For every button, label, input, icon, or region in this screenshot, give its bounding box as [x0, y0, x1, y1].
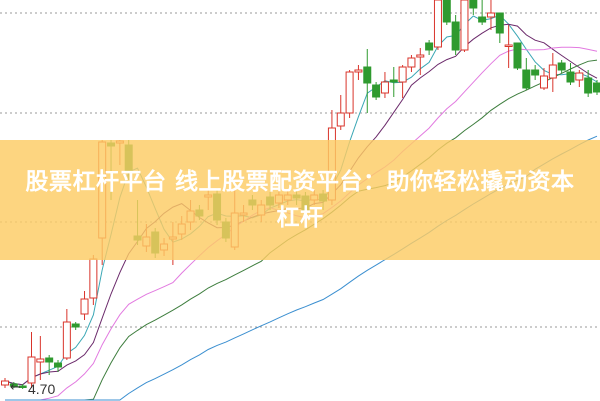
candle-body [71, 323, 80, 328]
candle-body [469, 0, 478, 9]
candle-body [54, 362, 63, 368]
candle-body [398, 66, 407, 83]
candle-body [548, 64, 557, 79]
candle-body [9, 383, 18, 387]
candle-body [442, 0, 451, 23]
candle-body [389, 79, 398, 83]
arrow-left-icon: ← [10, 380, 21, 395]
candle-body [372, 84, 381, 98]
candle-body [504, 44, 513, 47]
title-banner [0, 140, 600, 260]
last-price-label: 4.70 [28, 381, 56, 397]
candle-body [336, 112, 345, 127]
candle-body [380, 81, 389, 94]
candle-body [575, 72, 584, 81]
candle-body [495, 12, 504, 34]
candle-body [407, 57, 416, 68]
candle-body [354, 69, 363, 73]
candle-body [557, 62, 566, 71]
candle-body [89, 258, 98, 299]
candle-body [486, 12, 495, 18]
page-title: 股票杠杆平台 线上股票配资平台：助你轻松撬动资本杠杆 [25, 169, 575, 231]
candle-body [522, 69, 531, 89]
candle-body [27, 356, 36, 384]
candle-body [460, 0, 469, 51]
candle-body [433, 0, 442, 48]
candle-body [345, 71, 354, 114]
candle-body [539, 75, 548, 89]
candle-body [584, 77, 593, 94]
candle-body [363, 66, 372, 84]
candle-body [36, 358, 45, 363]
candle-body [18, 385, 27, 388]
candle-body [416, 54, 425, 58]
candle-body [478, 16, 487, 23]
candle-body [425, 42, 434, 51]
candle-body [531, 69, 540, 76]
candle-body [1, 380, 9, 386]
candle-body [566, 71, 575, 83]
candle-body [451, 21, 460, 51]
candle-body [593, 82, 600, 93]
candle-body [80, 298, 89, 315]
candle-body [45, 357, 54, 363]
candle-body [62, 321, 71, 359]
candle-body [513, 42, 522, 69]
